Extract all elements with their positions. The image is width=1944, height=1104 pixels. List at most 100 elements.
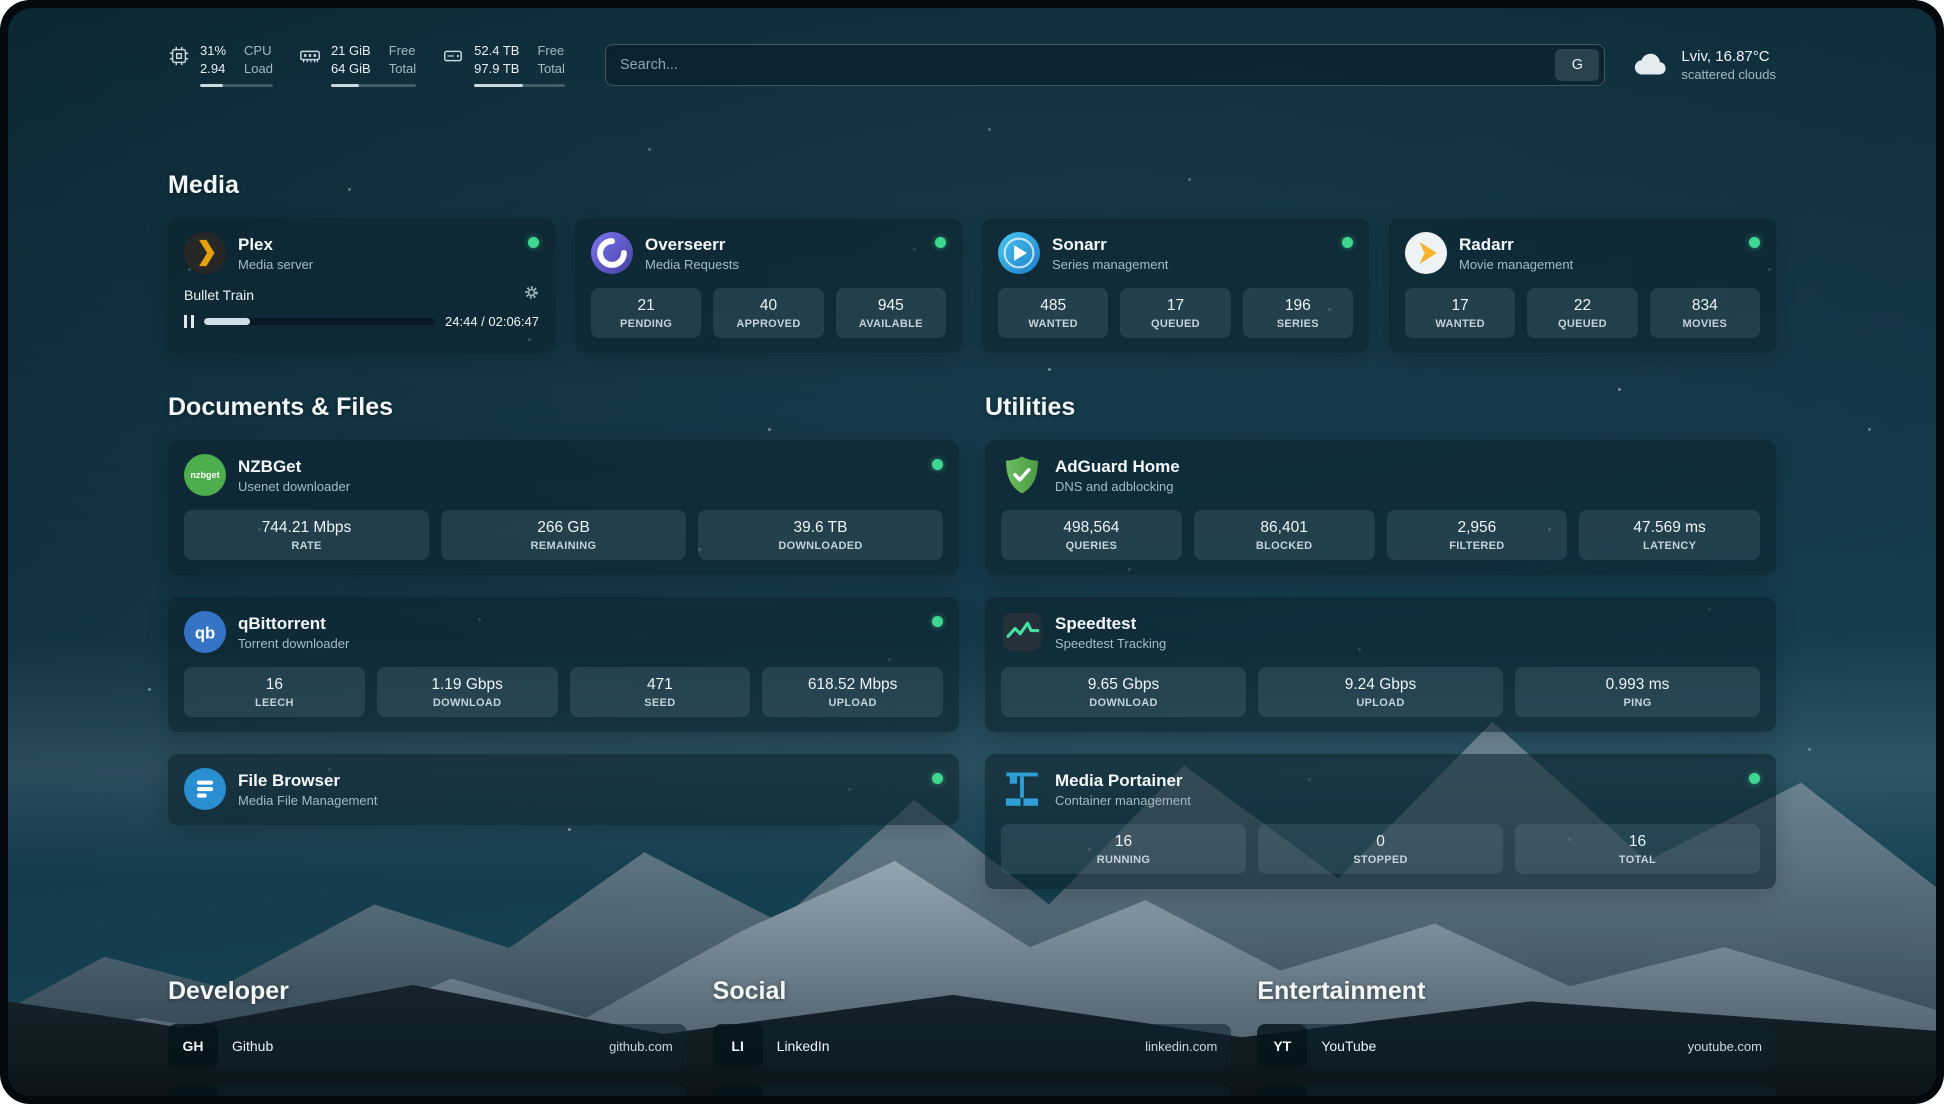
bookmark-youtube[interactable]: YT YouTube youtube.com: [1257, 1024, 1776, 1069]
stat-download: 1.19 Gbps DOWNLOAD: [376, 667, 558, 718]
bookmark-abbr: LI: [712, 1024, 763, 1069]
stat-total: 16 TOTAL: [1515, 824, 1760, 875]
card-radarr[interactable]: Radarr Movie management 17 WANTED 22: [1389, 218, 1776, 354]
bookmark-url: linkedin.com: [1145, 1038, 1218, 1054]
disk-widget: 52.4 TB 97.9 TB Free Total: [442, 42, 565, 88]
gear-icon[interactable]: [524, 285, 539, 305]
search-provider-button[interactable]: G: [1555, 48, 1600, 81]
stat-leech: 16 LEECH: [184, 667, 365, 718]
adguard-icon: [1001, 454, 1043, 496]
ram-icon: [299, 45, 321, 67]
now-playing-title: Bullet Train: [184, 287, 255, 304]
card-sonarr[interactable]: Sonarr Series management 485 WANTED 17: [982, 218, 1369, 354]
stat-movies: 834 MOVIES: [1649, 288, 1760, 339]
media-cards-row: Plex Media server Bullet Train: [168, 218, 1776, 354]
app-subtitle: Media File Management: [238, 793, 378, 809]
search-input[interactable]: [619, 56, 1556, 73]
bookmark-linkedin[interactable]: LI LinkedIn linkedin.com: [712, 1024, 1232, 1069]
app-subtitle: Movie management: [1459, 257, 1574, 273]
bookmark-stackoverflow[interactable]: SO StackOverflow stackoverflow.com: [168, 1085, 687, 1096]
status-dot: [1749, 237, 1760, 249]
bookmark-netflix[interactable]: NF Netflix netflix.com: [1257, 1085, 1776, 1096]
status-dot: [1749, 773, 1760, 785]
stat-rate: 744.21 Mbps RATE: [184, 510, 429, 561]
status-dot: [932, 616, 943, 628]
bookmarks-social: Social LI LinkedIn linkedin.com TW Twitt…: [712, 977, 1232, 1096]
stat-approved: 40 APPROVED: [713, 288, 824, 339]
bookmarks-section: Developer GH Github github.com SO StackO…: [168, 977, 1776, 1096]
stat-latency: 47.569 ms LATENCY: [1579, 510, 1760, 561]
search-bar: G: [604, 43, 1606, 86]
radarr-icon: [1405, 232, 1447, 275]
bookmark-abbr: SO: [168, 1085, 218, 1096]
stat-wanted: 485 WANTED: [998, 288, 1109, 339]
section-media: Media Plex Media server: [168, 171, 1776, 354]
portainer-icon: [1001, 768, 1043, 810]
bookmark-url: youtube.com: [1687, 1038, 1762, 1054]
section-title-developer: Developer: [168, 977, 289, 1006]
svg-text:nzbget: nzbget: [190, 471, 219, 481]
app-name: Speedtest: [1055, 613, 1137, 633]
stat-queued: 17 QUEUED: [1120, 288, 1231, 339]
pause-icon[interactable]: [184, 315, 194, 329]
disk-free-label: Free: [537, 43, 565, 58]
app-name: qBittorrent: [238, 613, 326, 633]
app-name: File Browser: [238, 770, 341, 790]
status-dot: [1342, 237, 1353, 249]
card-overseerr[interactable]: Overseerr Media Requests 21 PENDING 40: [575, 218, 962, 354]
dashboard-content: 31% 2.94 CPU Load: [8, 8, 1936, 1096]
stat-downloaded: 39.6 TB DOWNLOADED: [698, 510, 943, 561]
ram-free-label: Free: [388, 43, 416, 58]
bookmark-name: Github: [232, 1038, 274, 1055]
bookmark-url: github.com: [609, 1038, 673, 1054]
weather-widget[interactable]: Lviv, 16.87°C scattered clouds: [1631, 46, 1776, 84]
app-subtitle: Speedtest Tracking: [1055, 636, 1167, 652]
bookmarks-entertainment: Entertainment YT YouTube youtube.com NF …: [1257, 977, 1776, 1096]
app-name: Sonarr: [1052, 234, 1107, 254]
card-speedtest[interactable]: Speedtest Speedtest Tracking 9.65 Gbps D…: [985, 597, 1776, 733]
cpu-widget: 31% 2.94 CPU Load: [168, 42, 273, 88]
playback-time: 24:44 / 02:06:47: [445, 314, 539, 330]
bookmark-abbr: TW: [712, 1085, 763, 1096]
bookmark-github[interactable]: GH Github github.com: [168, 1024, 687, 1069]
stat-series: 196 SERIES: [1242, 288, 1353, 339]
stat-upload: 9.24 Gbps UPLOAD: [1258, 667, 1503, 718]
disk-total-value: 97.9 TB: [474, 61, 520, 77]
bookmark-twitter[interactable]: TW Twitter twitter.com: [712, 1085, 1232, 1096]
ram-progress-bar: [330, 84, 417, 88]
disk-icon: [442, 45, 464, 67]
card-portainer[interactable]: Media Portainer Container management 16 …: [985, 754, 1776, 890]
cpu-load-label: Load: [244, 61, 273, 77]
card-filebrowser[interactable]: File Browser Media File Management: [168, 754, 959, 826]
cpu-icon: [168, 45, 190, 67]
nzbget-icon: nzbget: [184, 454, 226, 497]
bookmark-name: YouTube: [1321, 1038, 1377, 1055]
cpu-usage-label: CPU: [244, 43, 272, 58]
disk-progress-bar: [474, 84, 565, 88]
weather-location: Lviv, 16.87°C: [1681, 47, 1770, 65]
status-dot: [528, 237, 539, 249]
middle-columns: Documents & Files nzbget NZBGet Usenet d…: [168, 393, 1776, 911]
section-utilities: Utilities AdGuard Home DNS and: [985, 393, 1776, 911]
speedtest-icon: [1001, 611, 1043, 653]
cloud-icon: [1631, 46, 1669, 84]
card-adguard[interactable]: AdGuard Home DNS and adblocking 498,564 …: [985, 440, 1776, 576]
stat-pending: 21 PENDING: [591, 288, 702, 339]
card-nzbget[interactable]: nzbget NZBGet Usenet downloader 744.21 M…: [168, 440, 959, 576]
app-subtitle: Media server: [238, 257, 314, 273]
playback-progress-track[interactable]: [204, 318, 436, 326]
card-qbittorrent[interactable]: qb qBittorrent Torrent downloader 16: [168, 597, 959, 733]
stat-upload: 618.52 Mbps UPLOAD: [762, 667, 943, 718]
memory-widget: 21 GiB 64 GiB Free Total: [299, 42, 417, 88]
card-plex[interactable]: Plex Media server Bullet Train: [168, 218, 555, 354]
app-subtitle: DNS and adblocking: [1055, 479, 1174, 495]
status-dot: [932, 773, 943, 785]
app-subtitle: Torrent downloader: [238, 636, 350, 652]
app-name: Overseerr: [645, 234, 726, 254]
ram-free-value: 21 GiB: [330, 43, 371, 58]
stat-blocked: 86,401 BLOCKED: [1193, 510, 1375, 561]
bookmark-abbr: GH: [168, 1024, 218, 1069]
app-subtitle: Usenet downloader: [238, 479, 351, 495]
section-title-documents: Documents & Files: [168, 393, 394, 422]
